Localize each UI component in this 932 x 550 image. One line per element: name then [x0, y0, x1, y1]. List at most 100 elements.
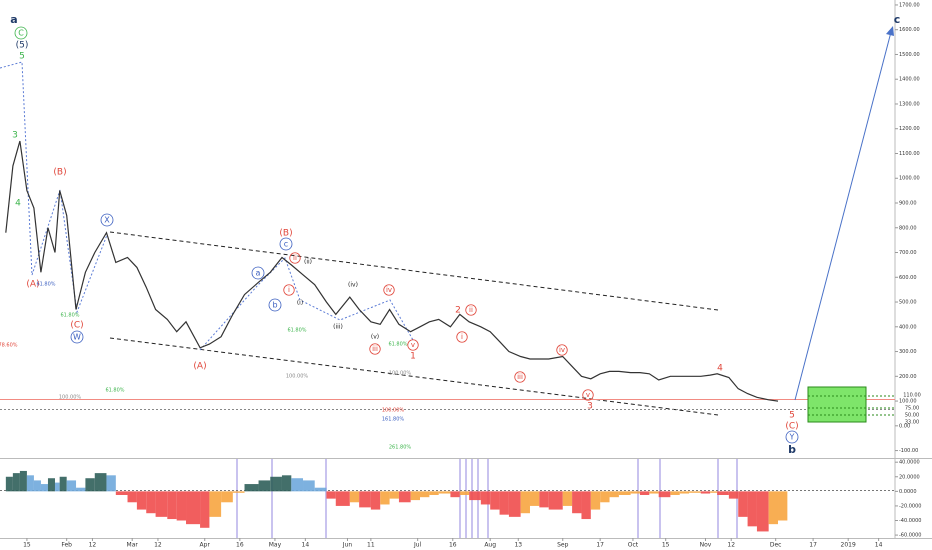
osc-bar [728, 491, 739, 499]
annotation: iii [372, 345, 378, 353]
annotation: (A) [193, 362, 206, 372]
annotation: iii [517, 373, 523, 381]
osc-bar [221, 491, 233, 503]
osc-bar [508, 491, 521, 517]
osc-bar [679, 491, 690, 494]
osc-bar [572, 491, 582, 514]
x-tick-label: 14 [875, 542, 883, 549]
osc-bar [689, 491, 701, 493]
annotation: 161.80% [382, 417, 404, 423]
x-tick-label: 13 [514, 542, 522, 549]
osc-bar [548, 491, 563, 510]
annotation: (B) [279, 229, 292, 239]
osc-bar [200, 491, 210, 528]
osc-bar [303, 480, 315, 492]
x-tick-label: 16 [236, 542, 244, 549]
annotation-circle [289, 252, 301, 264]
x-tick-label: 12 [89, 542, 97, 549]
y-tick-label: 1300.00 [899, 101, 920, 107]
osc-bar [115, 491, 128, 495]
y-tick-label: 20.0000 [899, 474, 920, 480]
y-tick-label: 200.00 [899, 374, 917, 380]
osc-bar [649, 491, 659, 494]
x-tick-label: Jul [413, 542, 422, 549]
x-tick-label: Mar [127, 542, 139, 549]
y-tick-label: 1100.00 [899, 151, 920, 157]
x-tick-label: 15 [662, 542, 670, 549]
osc-bar [94, 473, 107, 492]
annotation: (A) [26, 280, 39, 290]
y-tick-label: 1500.00 [899, 52, 920, 58]
projection-arrow [794, 31, 892, 401]
arrow-head [886, 26, 894, 36]
osc-bar [380, 491, 390, 505]
annotation: W [73, 333, 81, 342]
annotation: 78.60% [0, 343, 18, 349]
y-tick-label: 500.00 [899, 300, 917, 306]
y-tick-label: 0.0000 [899, 489, 917, 495]
osc-bar [410, 491, 421, 501]
osc-bar [85, 478, 95, 492]
annotation: (iii) [333, 324, 343, 331]
annotation: (ii) [304, 259, 312, 266]
annotation: 110.00 [903, 393, 921, 399]
annotation: 5 [19, 52, 25, 62]
osc-bar [146, 491, 156, 514]
x-tick-label: 15 [23, 542, 31, 549]
annotation-circle [251, 266, 265, 280]
annotation: 100.00% [382, 408, 404, 414]
annotation-circle [14, 26, 28, 40]
x-tick-label: May [269, 542, 282, 549]
y-tick-label: 1400.00 [899, 77, 920, 83]
annotation: a [256, 269, 261, 278]
y-tick-label: 40.0000 [899, 460, 920, 466]
osc-bar [710, 491, 718, 493]
annotation: b [272, 301, 277, 310]
osc-bar [335, 491, 350, 506]
y-tick-label: -40.0000 [899, 518, 921, 524]
annotation: 61.80% [36, 282, 55, 288]
x-tick-label: 12 [154, 542, 162, 549]
annotation-circle [100, 213, 114, 227]
annotation: 75.00 [905, 406, 919, 412]
annotation-circle [556, 344, 568, 356]
annotation: iv [386, 286, 392, 294]
osc-bar [359, 491, 371, 508]
y-tick-label: 1700.00 [899, 2, 920, 8]
annotation: (iv) [348, 282, 358, 289]
osc-bar [209, 491, 222, 517]
osc-bar [630, 491, 640, 494]
osc-bar [314, 487, 327, 492]
osc-bar [618, 491, 631, 495]
osc-bar [469, 491, 481, 501]
osc-bar [244, 484, 259, 492]
x-tick-label: Sep [557, 542, 569, 549]
x-tick-label: Feb [61, 542, 72, 549]
annotation-circle [785, 430, 799, 444]
annotation: i [288, 286, 290, 294]
annotation: 100.00% [286, 374, 308, 380]
osc-bar [40, 484, 48, 492]
osc-bar [26, 475, 34, 492]
annotation: 61.80% [60, 313, 79, 319]
y-tick-label: 900.00 [899, 201, 917, 207]
osc-bar [747, 491, 757, 527]
osc-bar [19, 470, 27, 492]
y-tick-label: 1000.00 [899, 176, 920, 182]
osc-bar [429, 491, 439, 495]
x-tick-label: 17 [809, 542, 817, 549]
annotation: Y [789, 433, 795, 442]
annotation: (v) [371, 334, 379, 341]
annotation-circle [283, 284, 295, 296]
annotation: 100.00% [59, 395, 81, 401]
osc-bar [136, 491, 147, 510]
annotation: b [788, 443, 796, 456]
osc-bar [291, 478, 304, 492]
annotation: 5 [789, 411, 795, 421]
x-tick-label: Aug [484, 542, 496, 549]
annotation: (B) [53, 168, 66, 178]
x-tick-label: 16 [449, 542, 457, 549]
